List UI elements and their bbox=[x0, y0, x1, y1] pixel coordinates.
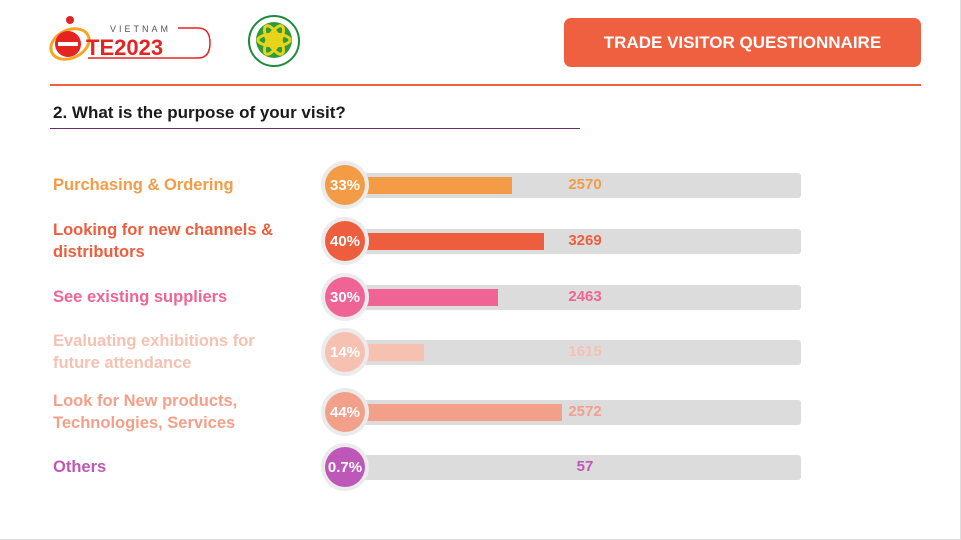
percent-badge: 44% bbox=[321, 388, 369, 436]
count-label: 2570 bbox=[568, 176, 602, 193]
ete2023-logo: VIETNAM TE2023 bbox=[49, 16, 211, 61]
svg-text:TE2023: TE2023 bbox=[86, 35, 163, 60]
chart-row: Purchasing & Ordering 33% 2570 bbox=[0, 160, 961, 210]
bar-fill bbox=[360, 233, 544, 250]
count-label: 2572 bbox=[568, 403, 602, 420]
svg-text:VIETNAM: VIETNAM bbox=[110, 24, 171, 34]
header-divider bbox=[50, 84, 921, 86]
count-label: 2463 bbox=[568, 288, 602, 305]
percent-label: 30% bbox=[325, 277, 365, 317]
bar-fill bbox=[360, 344, 425, 361]
row-label: See existing suppliers bbox=[53, 288, 228, 306]
chart-row: Looking for new channels & distributors … bbox=[0, 216, 961, 266]
bar-track bbox=[345, 455, 801, 480]
row-label: Evaluating exhibitions for future attend… bbox=[53, 332, 255, 372]
percent-label: 40% bbox=[325, 221, 365, 261]
bar-track bbox=[345, 400, 801, 425]
question-title: 2. What is the purpose of your visit? bbox=[53, 103, 346, 122]
chart-row: See existing suppliers 30% 2463 bbox=[0, 272, 961, 322]
question-underline bbox=[50, 128, 580, 129]
percent-badge: 40% bbox=[321, 217, 369, 265]
bar-fill bbox=[360, 404, 563, 421]
percent-label: 44% bbox=[325, 392, 365, 432]
bar-fill bbox=[360, 289, 498, 306]
chart-row: Others 0.7% 57 bbox=[0, 442, 961, 492]
trade-visitor-questionnaire-button[interactable]: TRADE VISITOR QUESTIONNAIRE bbox=[564, 18, 921, 67]
bar-track bbox=[345, 173, 801, 198]
percent-badge: 0.7% bbox=[321, 443, 369, 491]
count-label: 57 bbox=[576, 458, 594, 475]
bar-track bbox=[345, 229, 801, 254]
percent-badge: 33% bbox=[321, 161, 369, 209]
count-label: 3269 bbox=[568, 232, 602, 249]
row-label: Look for New products, Technologies, Ser… bbox=[53, 392, 238, 432]
chart-row: Look for New products, Technologies, Ser… bbox=[0, 387, 961, 437]
bar-track bbox=[345, 340, 801, 365]
percent-badge: 30% bbox=[321, 273, 369, 321]
percent-label: 0.7% bbox=[325, 447, 365, 487]
bar-fill bbox=[360, 177, 512, 194]
energy-saving-seal bbox=[248, 15, 300, 67]
row-label: Others bbox=[53, 458, 107, 476]
chart-row: Evaluating exhibitions for future attend… bbox=[0, 327, 961, 377]
count-label: 1615 bbox=[568, 343, 602, 360]
row-label: Looking for new channels & distributors bbox=[53, 221, 274, 261]
row-label: Purchasing & Ordering bbox=[53, 176, 234, 194]
percent-badge: 14% bbox=[321, 328, 369, 376]
percent-label: 33% bbox=[325, 165, 365, 205]
percent-label: 14% bbox=[325, 332, 365, 372]
bar-track bbox=[345, 285, 801, 310]
